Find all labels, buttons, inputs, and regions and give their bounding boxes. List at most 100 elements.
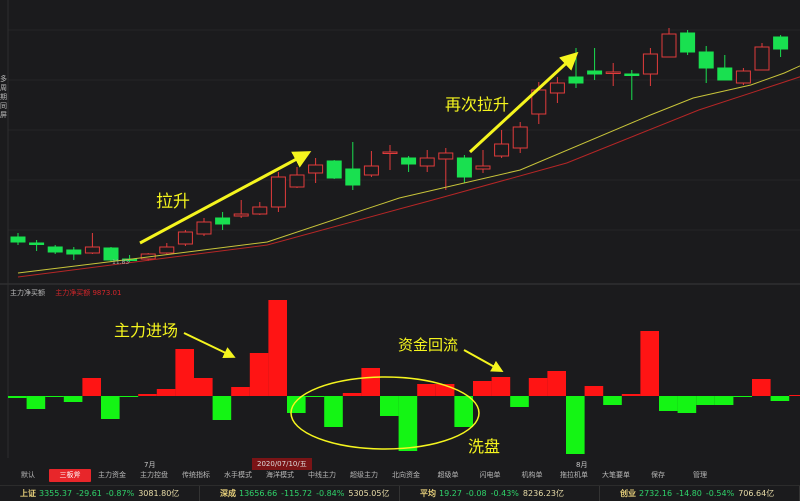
index-quote[interactable]: 创业 2732.16 -14.80 -0.54% 706.64亿 — [600, 486, 800, 501]
candle — [382, 145, 398, 170]
candle — [289, 167, 305, 188]
candle-body-down — [624, 73, 640, 76]
candle-body-up — [233, 213, 249, 217]
candle — [345, 142, 361, 190]
net-buy-bar — [26, 396, 46, 409]
index-pct: -0.43% — [490, 489, 519, 498]
tab-12[interactable]: 机构单 — [521, 471, 543, 479]
candle — [661, 28, 677, 58]
candle — [512, 122, 528, 153]
candle — [159, 243, 175, 254]
net-buy-bar — [659, 396, 678, 411]
candle — [103, 247, 119, 261]
candles — [10, 28, 789, 263]
candle — [698, 46, 714, 83]
tab-0[interactable]: 默认 — [21, 471, 35, 479]
index-quote[interactable]: 上证 3355.37 -29.61 -0.87% 3081.80亿 — [0, 486, 200, 501]
tab-11[interactable]: 闪电单 — [479, 471, 501, 479]
multi-period-label[interactable]: 多周期同屏 — [0, 75, 7, 119]
net-buy-bar — [194, 378, 213, 396]
net-buy-bar — [212, 396, 232, 420]
tab-4[interactable]: 传统指标 — [182, 471, 210, 479]
candle-body-down — [47, 246, 63, 253]
net-buy-bar — [156, 389, 176, 396]
index-pct: -0.54% — [705, 489, 735, 498]
net-buy-bar — [510, 396, 529, 407]
net-buy-bar — [491, 377, 511, 396]
candle-body-up — [754, 46, 770, 71]
tab-1[interactable]: 三板斧 — [49, 469, 91, 482]
candle-body-up — [475, 165, 491, 170]
stock-chart[interactable]: 11.83 拉升 再次拉升 主力进场 洗盘 资金回流 — [0, 0, 800, 458]
tab-9[interactable]: 北向资金 — [392, 471, 420, 479]
tab-7[interactable]: 中线主力 — [308, 471, 336, 479]
candle-body-down — [587, 70, 603, 75]
candle-body-down — [215, 217, 231, 225]
candle-body-up — [735, 70, 751, 84]
net-buy-bar — [342, 393, 362, 396]
candle — [326, 160, 342, 179]
candle-body-down — [66, 249, 82, 255]
tab-5[interactable]: 水手模式 — [224, 471, 252, 479]
candle — [438, 148, 454, 190]
net-buy-bar — [473, 381, 492, 396]
index-quote[interactable]: 平均 19.27 -0.08 -0.43% 8236.23亿 — [400, 486, 600, 501]
candle-body-up — [196, 221, 212, 235]
net-buy-bar — [566, 396, 585, 454]
candle-body-up — [289, 174, 305, 188]
candle-body-down — [10, 236, 26, 243]
tab-3[interactable]: 主力控盘 — [140, 471, 168, 479]
net-buy-bar — [305, 396, 325, 397]
candle — [66, 247, 82, 260]
candle — [717, 55, 733, 81]
index-change: -115.72 — [281, 489, 313, 498]
grid — [8, 29, 800, 231]
candle — [233, 200, 249, 218]
candle — [773, 35, 789, 57]
ma-long-line — [17, 76, 800, 278]
index-quote[interactable]: 深成 13656.66 -115.72 -0.84% 5305.05亿 — [200, 486, 400, 501]
candle-body-down — [456, 157, 472, 178]
net-buy-bar — [231, 387, 250, 396]
candle-body-up — [494, 143, 510, 157]
candle — [215, 212, 231, 230]
x-label-july: 7月 — [144, 461, 156, 469]
candle-body-up — [549, 82, 565, 94]
legend-label: 主力净买额 — [55, 289, 91, 297]
net-buy-bar — [696, 396, 715, 405]
candle-body-up — [159, 246, 175, 254]
candle-body-down — [103, 247, 119, 261]
index-name: 平均 — [420, 489, 436, 498]
tab-10[interactable]: 超级单 — [437, 471, 459, 479]
candle-body-up — [177, 231, 193, 245]
ma-short-line — [17, 65, 800, 274]
candle-body-down — [568, 76, 584, 84]
index-pct: -0.84% — [316, 489, 345, 498]
net-buy-bar — [733, 396, 752, 397]
tab-8[interactable]: 超级主力 — [350, 471, 378, 479]
tab-15[interactable]: 保存 — [651, 471, 665, 479]
tab-6[interactable]: 海洋模式 — [266, 471, 294, 479]
net-buy-bar — [45, 396, 64, 397]
net-buy-bar — [380, 396, 399, 416]
indicator-legend: 主力净买额 9873.01 — [55, 289, 121, 297]
candle — [401, 156, 417, 172]
net-buy-bar — [287, 396, 306, 413]
tab-16[interactable]: 管理 — [693, 471, 707, 479]
net-buy-bar — [82, 378, 101, 396]
candle-body-up — [419, 157, 435, 167]
net-buy-bar — [584, 386, 604, 396]
net-buy-bar — [621, 394, 641, 396]
tab-2[interactable]: 主力资金 — [98, 471, 126, 479]
x-label-august: 8月 — [576, 461, 588, 469]
index-name: 创业 — [620, 489, 636, 498]
net-buy-bar — [175, 349, 194, 396]
arrow-annotation — [468, 51, 579, 154]
tab-13[interactable]: 拖拉机单 — [560, 471, 588, 479]
candle-body-down — [773, 36, 789, 50]
candle-body-up — [512, 126, 528, 149]
arrow-annotation — [183, 332, 236, 358]
tab-14[interactable]: 大笔要单 — [602, 471, 630, 479]
candle — [549, 77, 565, 103]
annotation-rise-again: 再次拉升 — [445, 95, 509, 114]
